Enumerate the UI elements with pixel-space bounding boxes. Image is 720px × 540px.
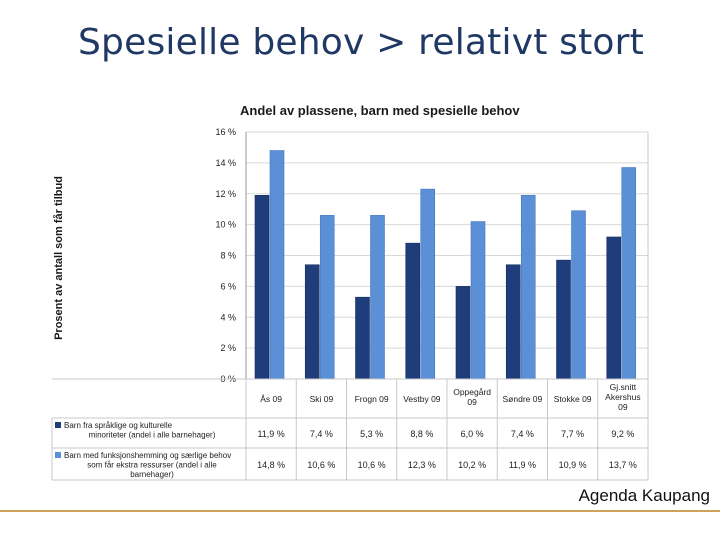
data-value-label: 5,3 % xyxy=(360,429,383,439)
data-value-label: 10,6 % xyxy=(358,460,386,470)
y-tick-label: 14 % xyxy=(215,158,236,168)
x-category-label: Frogn 09 xyxy=(355,394,389,404)
y-tick-labels: 0 %2 %4 %6 %8 %10 %12 %14 %16 % xyxy=(215,127,236,384)
y-tick-label: 2 % xyxy=(220,343,236,353)
bar-series1 xyxy=(355,296,370,380)
bar-series2 xyxy=(520,194,536,380)
data-value-label: 11,9 % xyxy=(509,460,536,470)
legend-label: Barn med funksjonshemming og særlige beh… xyxy=(64,451,231,479)
data-value-label: 7,4 % xyxy=(310,429,333,439)
data-table: Ås 09 Ski 09 Frogn 09 Vestby 09 Oppegård 09 Sø… xyxy=(51,378,649,481)
data-value-label: 14,8 % xyxy=(257,460,285,470)
bar-series2 xyxy=(319,215,335,380)
footer-divider xyxy=(0,510,720,512)
data-value-label: 11,9 % xyxy=(257,429,284,439)
bar-series2 xyxy=(370,215,385,380)
bar-series2 xyxy=(470,221,486,380)
bar-series1 xyxy=(455,286,471,380)
data-value-label: 12,3 % xyxy=(408,460,436,470)
y-tick-label: 12 % xyxy=(215,189,236,199)
data-value-label: 8,8 % xyxy=(410,429,433,439)
y-axis-label: Prosent av antall som får tilbud xyxy=(53,176,65,340)
x-category-label: Vestby 09 xyxy=(403,394,441,404)
legend-swatch xyxy=(55,452,61,458)
y-tick-label: 4 % xyxy=(220,312,236,322)
bar-series1 xyxy=(505,264,521,380)
bar-series2 xyxy=(621,167,637,380)
x-category-label: Søndre 09 xyxy=(503,394,543,404)
bars xyxy=(254,150,637,380)
data-value-label: 10,2 % xyxy=(458,460,486,470)
x-category-label: Gj.snitt Akershus 09 xyxy=(605,382,640,412)
data-value-label: 13,7 % xyxy=(609,460,637,470)
bar-series2 xyxy=(571,210,586,380)
y-tick-label: 16 % xyxy=(215,127,236,137)
bar-series1 xyxy=(556,259,571,380)
x-category-label: Ås 09 xyxy=(260,394,282,404)
y-tick-label: 6 % xyxy=(220,281,236,291)
bar-series2 xyxy=(269,150,285,380)
bar-series1 xyxy=(606,236,622,380)
bar-series1 xyxy=(304,264,320,380)
x-category-label: Ski 09 xyxy=(310,394,334,404)
chart-title: Andel av plassene, barn med spesielle be… xyxy=(240,103,520,118)
bar-series1 xyxy=(254,194,270,380)
footer-label: Agenda Kaupang xyxy=(578,486,710,505)
x-category-label: Stokke 09 xyxy=(554,394,592,404)
y-tick-label: 10 % xyxy=(215,220,236,230)
data-value-label: 7,7 % xyxy=(561,429,584,439)
y-tick-label: 8 % xyxy=(220,251,236,261)
legend-swatch xyxy=(55,422,61,428)
x-category-label: Oppegård 09 xyxy=(453,387,491,407)
data-value-label: 10,6 % xyxy=(307,460,335,470)
data-value-label: 9,2 % xyxy=(611,429,634,439)
bar-series2 xyxy=(420,188,436,380)
data-value-label: 10,9 % xyxy=(559,460,587,470)
slide-title: Spesielle behov > relativt stort xyxy=(78,22,644,63)
data-value-label: 7,4 % xyxy=(511,429,534,439)
legend-label: Barn fra språklige og kulturelle minorite… xyxy=(64,421,216,440)
bar-series1 xyxy=(405,242,421,380)
data-value-label: 6,0 % xyxy=(461,429,484,439)
